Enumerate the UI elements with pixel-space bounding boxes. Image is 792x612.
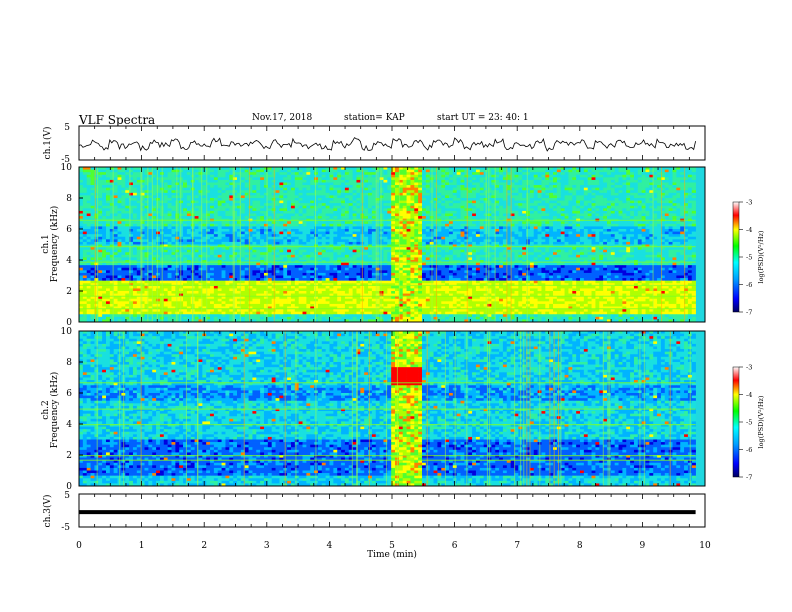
spec1-ytick-label: 0 xyxy=(66,318,72,328)
ch1-colorbar xyxy=(732,201,740,313)
cb2-tick-label: -7 xyxy=(746,474,752,482)
x-tick-label: 4 xyxy=(327,541,333,551)
x-tick-label: 10 xyxy=(699,541,711,551)
cb2-tick-label: -3 xyxy=(746,364,752,372)
x-axis-label: Time (min) xyxy=(367,549,417,560)
x-tick-label: 5 xyxy=(389,541,395,551)
spec1-ytick-label: 4 xyxy=(66,256,72,266)
ch2-colorbar-label: log(PSD)(V²/Hz) xyxy=(757,395,765,448)
cb1-tick-label: -4 xyxy=(746,226,752,234)
ch1-spec-ylabel: Frequency (kHz) xyxy=(49,206,60,283)
cb1-tick-label: -5 xyxy=(746,254,752,262)
ch1-ylabel: ch.1(V) xyxy=(42,127,53,160)
ch2-spectrogram-image xyxy=(79,331,696,487)
x-tick-label: 2 xyxy=(201,541,207,551)
cb2-tick-label: -6 xyxy=(746,446,752,454)
ch2-colorbar xyxy=(732,366,740,478)
start-time-label: start UT = 23: 40: 1 xyxy=(437,113,529,123)
cb2-tick-label: -5 xyxy=(746,419,752,427)
spec2-ytick-label: 4 xyxy=(66,420,72,430)
x-tick-label: 9 xyxy=(640,541,646,551)
spec2-ytick-label: 10 xyxy=(61,327,73,337)
cb1-tick-label: -6 xyxy=(746,281,752,289)
x-tick-label: 8 xyxy=(577,541,583,551)
chart-title: VLF Spectra xyxy=(79,113,156,127)
cb1-tick-label: -7 xyxy=(746,309,752,317)
x-tick-label: 0 xyxy=(76,541,82,551)
spec2-ytick-label: 2 xyxy=(66,451,72,461)
x-tick-label: 7 xyxy=(514,541,520,551)
ch1-waveform-line xyxy=(78,137,696,152)
station-label: station= KAP xyxy=(344,113,405,123)
cb2-tick-label: -4 xyxy=(746,391,752,399)
date-label: Nov.17, 2018 xyxy=(252,113,313,123)
ch2-spec-ylabel: Frequency (kHz) xyxy=(49,372,60,449)
ch3-ytick-bottom: -5 xyxy=(61,523,70,533)
spec1-ytick-label: 10 xyxy=(61,163,73,173)
x-tick-label: 6 xyxy=(452,541,458,551)
ch1-spec-ylabel-channel: ch.1 xyxy=(41,234,51,253)
cb1-tick-label: -3 xyxy=(746,199,752,207)
spec2-ytick-label: 0 xyxy=(66,482,72,492)
ch1-colorbar-label: log(PSD)(V²/Hz) xyxy=(757,230,765,283)
ch3-ytick-top: 5 xyxy=(64,491,70,501)
ch3-ylabel: ch.3(V) xyxy=(42,495,53,528)
ch1-ytick-top: 5 xyxy=(64,123,70,133)
ch1-waveform-panel: 5 -5 ch.1(V) xyxy=(42,123,706,165)
spec1-ytick-label: 6 xyxy=(66,225,72,235)
spec2-ytick-label: 8 xyxy=(66,358,72,368)
x-tick-label: 1 xyxy=(139,541,145,551)
spec1-ytick-label: 2 xyxy=(66,287,72,297)
ch2-spec-ylabel-channel: ch.2 xyxy=(41,400,51,419)
spec1-ytick-label: 8 xyxy=(66,194,72,204)
ch1-ytick-bottom: -5 xyxy=(61,155,70,165)
spec2-ytick-label: 6 xyxy=(66,389,72,399)
ch1-spectrogram-image xyxy=(79,167,696,323)
x-tick-label: 3 xyxy=(264,541,270,551)
